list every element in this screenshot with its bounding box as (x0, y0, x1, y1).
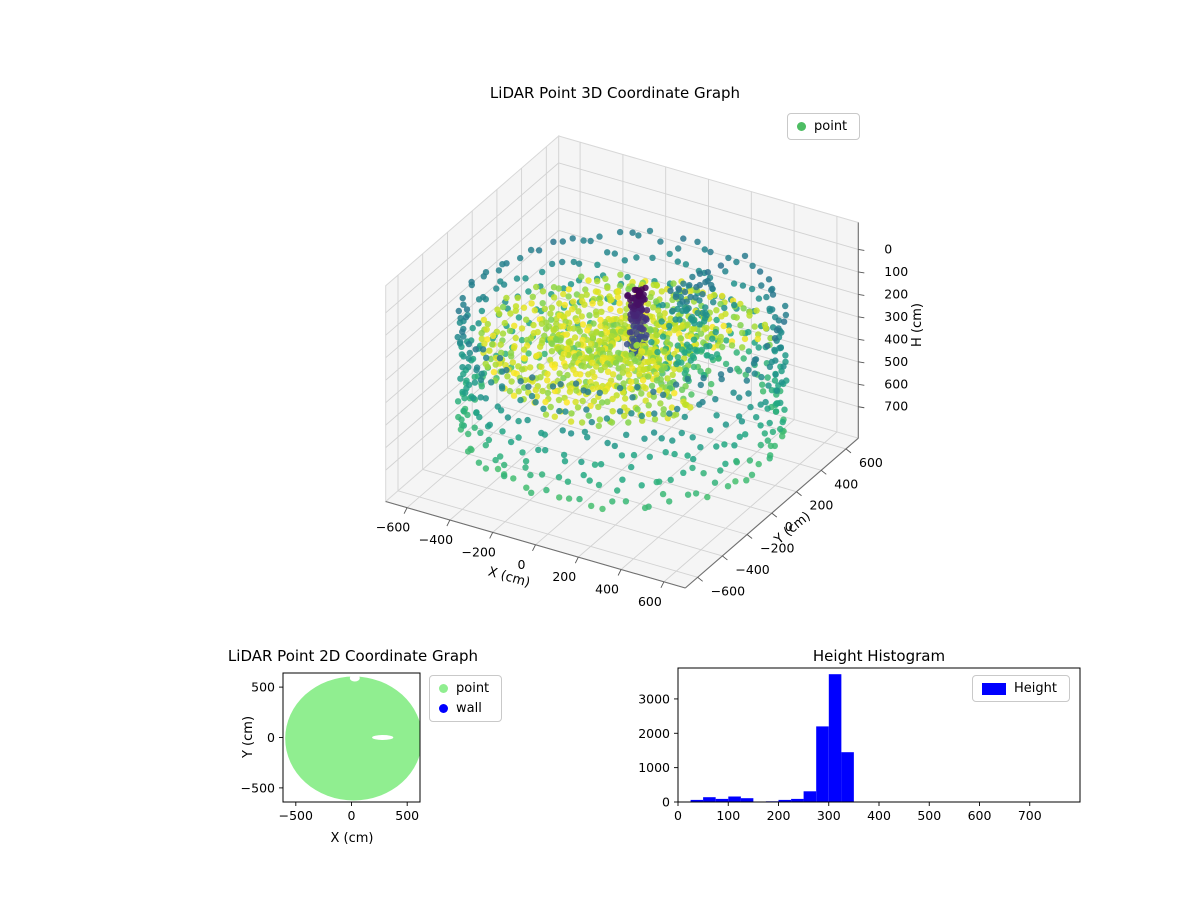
tick-label: −400 (419, 532, 453, 547)
tick-label: −600 (376, 520, 410, 535)
point-legend-marker-icon (797, 122, 806, 131)
tick-label: 600 (968, 808, 992, 823)
plot2d-ticks: −500 0 500 −500 0 500 (241, 680, 420, 823)
tick-label: 200 (767, 808, 791, 823)
tick-label: −500 (279, 808, 313, 823)
histogram-legend-label: Height (1014, 681, 1057, 696)
plot2d-legend-item-point: point (439, 680, 489, 697)
tick-label: 100 (884, 264, 908, 279)
tick-label: 500 (251, 680, 275, 695)
tick-label: 700 (884, 399, 908, 414)
histogram-bar (728, 796, 741, 802)
plot3d-legend: point (787, 113, 861, 140)
tick-label: 400 (884, 331, 908, 346)
point-legend-marker-icon (439, 684, 448, 693)
histogram-bars (690, 674, 854, 802)
tick-label: 700 (1018, 808, 1042, 823)
tick-label: 3000 (638, 691, 670, 706)
histogram-bar (778, 799, 792, 802)
tick-label: −600 (711, 583, 745, 598)
histogram-ticks: 0 100 200 300 400 500 600 700 0 1000 2000 3000 (638, 691, 1042, 823)
tick-label: 200 (810, 498, 834, 513)
tick-label: 200 (884, 286, 908, 301)
tick-label: −500 (241, 780, 275, 795)
tick-label: 600 (638, 594, 662, 609)
tick-label: 300 (817, 808, 841, 823)
histogram-legend: Height (972, 675, 1070, 702)
plot3d-title: LiDAR Point 3D Coordinate Graph (490, 84, 740, 102)
histogram-bar (690, 799, 704, 802)
histogram-legend-item-height: Height (982, 680, 1057, 697)
tick-label: 500 (395, 808, 419, 823)
tick-label: 0 (348, 808, 356, 823)
plot2d-legend-item-wall: wall (439, 700, 489, 717)
tick-label: 0 (518, 557, 526, 572)
tick-label: 0 (884, 241, 892, 256)
plot2d-title: LiDAR Point 2D Coordinate Graph (228, 647, 478, 665)
tick-label: 0 (674, 808, 682, 823)
height-legend-swatch-icon (982, 682, 1006, 695)
plot3d-legend-item-point: point (797, 118, 847, 135)
tick-label: −200 (760, 541, 794, 556)
plot2d-legend: point wall (429, 675, 503, 722)
tick-label: 2000 (638, 726, 670, 741)
tick-label: 200 (552, 569, 576, 584)
tick-label: 500 (884, 354, 908, 369)
plot3d-spines (385, 222, 859, 589)
tick-label: 600 (884, 376, 908, 391)
tick-label: 300 (884, 309, 908, 324)
histogram-bar (740, 798, 754, 802)
histogram-bar (803, 791, 817, 802)
tick-label: 1000 (638, 760, 670, 775)
plot3d-point-cloud (454, 227, 790, 513)
tick-label: 0 (785, 519, 793, 534)
plot2d-y-axis-label: Y (cm) (241, 716, 256, 759)
histogram-bar (791, 798, 804, 802)
tick-label: 400 (834, 476, 858, 491)
histogram-bar (841, 752, 854, 802)
plot2d-x-axis-label: X (cm) (331, 831, 374, 846)
tick-label: −400 (735, 562, 769, 577)
tick-label: 400 (867, 808, 891, 823)
histogram-bar (715, 798, 729, 802)
tick-label: 600 (859, 455, 883, 470)
histogram-bar (703, 797, 716, 802)
plot2d-legend-label-wall: wall (456, 701, 482, 716)
tick-label: 0 (662, 795, 670, 810)
plot2d-point-region (285, 674, 420, 801)
plot2d-legend-label-point: point (456, 681, 490, 696)
plot3d-h-axis-label: H (cm) (910, 303, 925, 347)
tick-label: −200 (462, 544, 496, 559)
plot2d: −500 0 500 −500 0 500 (241, 672, 421, 823)
histogram-bar (816, 726, 829, 802)
tick-label: 500 (917, 808, 941, 823)
plot3d: −600−400−2000200400600−600−400−200020040… (376, 134, 908, 609)
tick-label: 100 (716, 808, 740, 823)
plot3d-legend-label: point (814, 119, 848, 134)
plot3d-ticks: −600−400−2000200400600−600−400−200020040… (376, 241, 908, 609)
wall-legend-marker-icon (439, 704, 448, 713)
tick-label: 0 (267, 730, 275, 745)
histogram-title: Height Histogram (813, 647, 945, 665)
tick-label: 400 (595, 582, 619, 597)
histogram-bar (828, 674, 842, 802)
histogram: 0 100 200 300 400 500 600 700 0 1000 2000 3000 (638, 667, 1081, 823)
